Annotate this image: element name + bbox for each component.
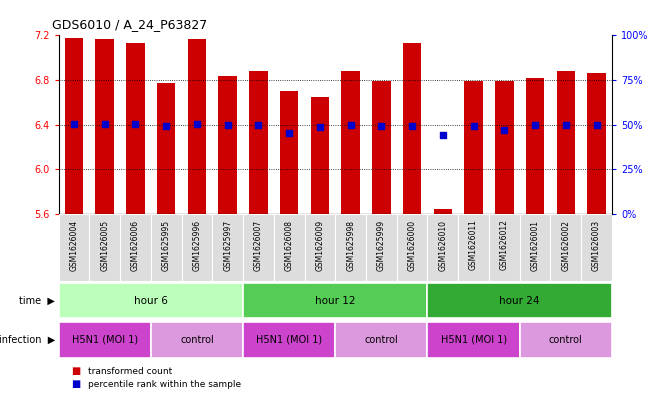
Text: percentile rank within the sample: percentile rank within the sample <box>88 380 241 389</box>
Text: GSM1626011: GSM1626011 <box>469 220 478 270</box>
Point <box>100 121 110 127</box>
Point <box>161 123 171 129</box>
Text: GSM1625995: GSM1625995 <box>161 220 171 271</box>
Point <box>253 121 264 128</box>
Text: GDS6010 / A_24_P63827: GDS6010 / A_24_P63827 <box>52 18 207 31</box>
FancyBboxPatch shape <box>59 283 243 318</box>
FancyBboxPatch shape <box>489 214 519 281</box>
Text: hour 24: hour 24 <box>499 296 540 306</box>
Bar <box>126 43 145 214</box>
Point <box>191 121 202 127</box>
Text: control: control <box>180 335 214 345</box>
Point <box>468 123 478 129</box>
FancyBboxPatch shape <box>151 214 182 281</box>
FancyBboxPatch shape <box>305 214 335 281</box>
FancyBboxPatch shape <box>274 214 305 281</box>
FancyBboxPatch shape <box>151 322 243 358</box>
Text: GSM1626007: GSM1626007 <box>254 220 263 271</box>
FancyBboxPatch shape <box>243 283 428 318</box>
FancyBboxPatch shape <box>366 214 396 281</box>
Bar <box>64 38 83 214</box>
Text: GSM1626010: GSM1626010 <box>438 220 447 270</box>
Bar <box>96 39 114 214</box>
Bar <box>464 81 483 214</box>
Text: ■: ■ <box>72 379 81 389</box>
Point <box>499 127 510 134</box>
Text: GSM1626003: GSM1626003 <box>592 220 601 271</box>
Point <box>346 121 356 128</box>
FancyBboxPatch shape <box>335 214 366 281</box>
FancyBboxPatch shape <box>120 214 151 281</box>
Text: hour 6: hour 6 <box>134 296 168 306</box>
FancyBboxPatch shape <box>59 214 89 281</box>
Point <box>561 121 571 128</box>
FancyBboxPatch shape <box>243 214 274 281</box>
Point <box>284 129 294 136</box>
Text: GSM1626005: GSM1626005 <box>100 220 109 271</box>
Text: transformed count: transformed count <box>88 367 172 376</box>
Bar <box>557 71 575 214</box>
Text: GSM1626012: GSM1626012 <box>500 220 509 270</box>
Bar <box>372 81 391 214</box>
Point <box>223 121 233 128</box>
Point <box>130 121 141 127</box>
FancyBboxPatch shape <box>59 322 151 358</box>
Text: GSM1625998: GSM1625998 <box>346 220 355 270</box>
FancyBboxPatch shape <box>212 214 243 281</box>
Bar <box>219 75 237 214</box>
Bar <box>341 71 360 214</box>
Point <box>437 132 448 138</box>
Text: H5N1 (MOI 1): H5N1 (MOI 1) <box>256 335 322 345</box>
Point <box>407 123 417 129</box>
FancyBboxPatch shape <box>428 322 519 358</box>
FancyBboxPatch shape <box>89 214 120 281</box>
Text: GSM1626009: GSM1626009 <box>315 220 324 271</box>
Text: ■: ■ <box>72 366 81 376</box>
Bar <box>311 97 329 214</box>
Text: H5N1 (MOI 1): H5N1 (MOI 1) <box>441 335 506 345</box>
FancyBboxPatch shape <box>335 322 428 358</box>
Text: GSM1625996: GSM1625996 <box>193 220 201 271</box>
Bar <box>280 91 298 214</box>
FancyBboxPatch shape <box>581 214 612 281</box>
Bar <box>157 83 175 214</box>
Text: infection  ▶: infection ▶ <box>0 335 55 345</box>
FancyBboxPatch shape <box>243 322 335 358</box>
Text: GSM1626004: GSM1626004 <box>70 220 79 271</box>
FancyBboxPatch shape <box>428 283 612 318</box>
Text: control: control <box>549 335 583 345</box>
Point <box>530 121 540 128</box>
FancyBboxPatch shape <box>551 214 581 281</box>
Bar <box>495 81 514 214</box>
FancyBboxPatch shape <box>396 214 428 281</box>
FancyBboxPatch shape <box>458 214 489 281</box>
Text: GSM1626006: GSM1626006 <box>131 220 140 271</box>
Text: GSM1626000: GSM1626000 <box>408 220 417 271</box>
Text: GSM1626002: GSM1626002 <box>561 220 570 270</box>
FancyBboxPatch shape <box>519 322 612 358</box>
Point <box>591 121 602 128</box>
Text: control: control <box>365 335 398 345</box>
Text: GSM1625997: GSM1625997 <box>223 220 232 271</box>
Text: GSM1626001: GSM1626001 <box>531 220 540 270</box>
Point <box>69 121 79 127</box>
Bar <box>403 43 421 214</box>
Text: H5N1 (MOI 1): H5N1 (MOI 1) <box>72 335 138 345</box>
Bar <box>587 73 606 214</box>
Text: hour 12: hour 12 <box>315 296 355 306</box>
Text: GSM1626008: GSM1626008 <box>284 220 294 270</box>
Bar <box>434 209 452 214</box>
FancyBboxPatch shape <box>519 214 551 281</box>
Point <box>376 123 387 129</box>
Point <box>314 124 325 130</box>
Text: time  ▶: time ▶ <box>20 296 55 306</box>
FancyBboxPatch shape <box>182 214 212 281</box>
Bar <box>187 39 206 214</box>
Bar <box>249 71 268 214</box>
FancyBboxPatch shape <box>428 214 458 281</box>
Bar <box>526 78 544 214</box>
Text: GSM1625999: GSM1625999 <box>377 220 386 271</box>
